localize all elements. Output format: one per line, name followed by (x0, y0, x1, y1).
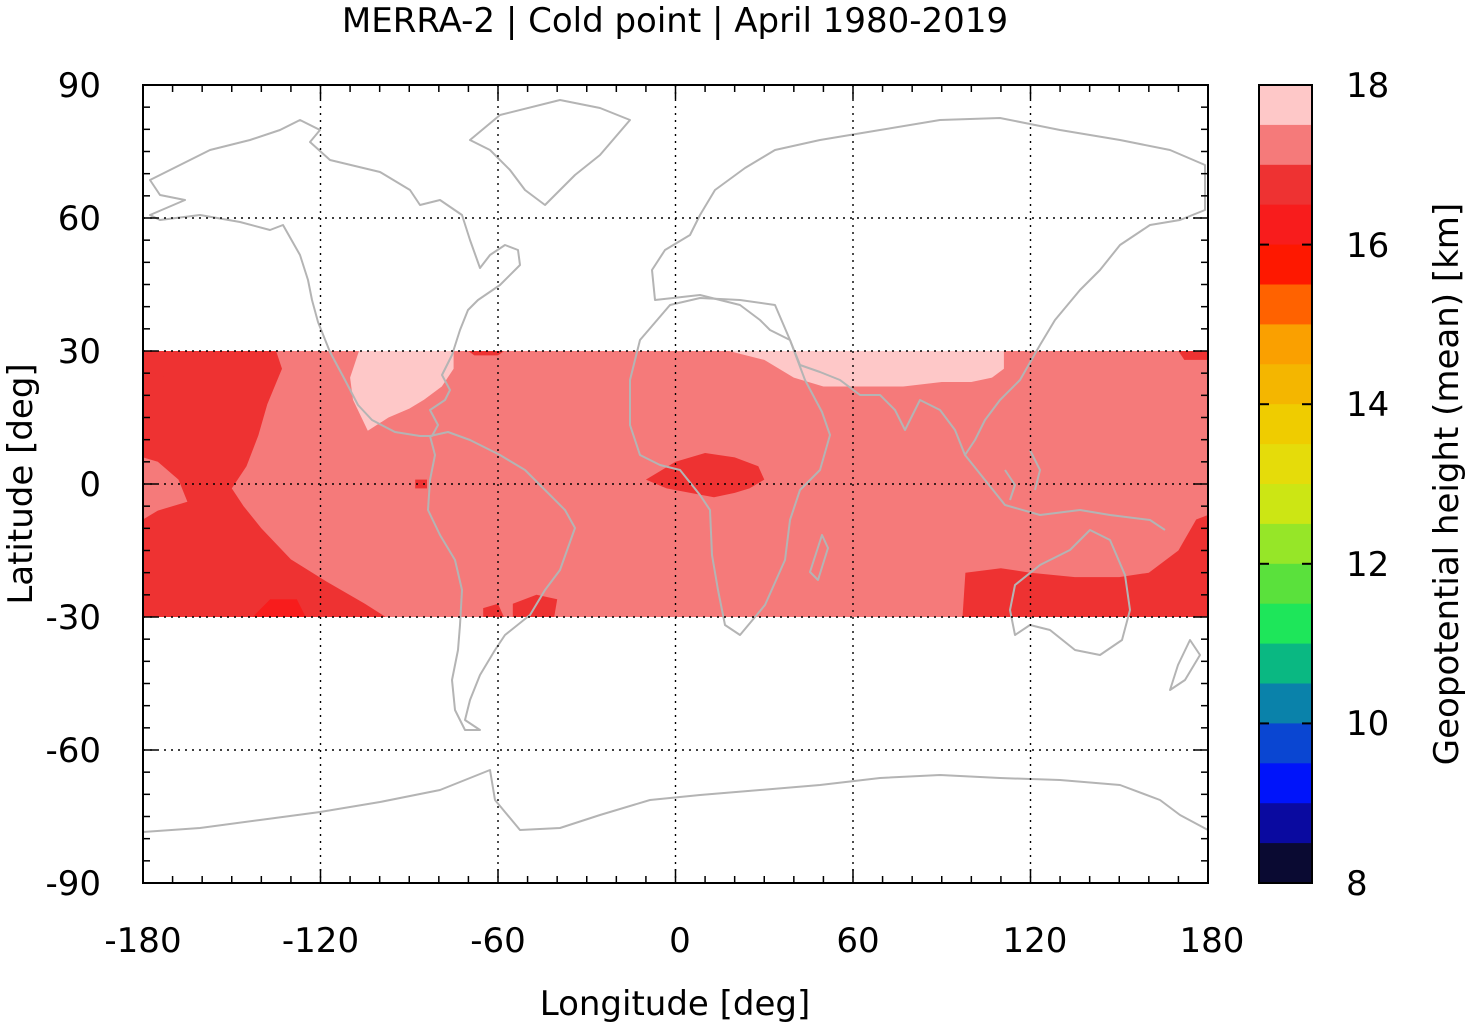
contour-region (143, 368, 167, 418)
contour-region (415, 479, 427, 489)
colorbar-band (1259, 284, 1312, 325)
y-tick-label: -30 (45, 598, 101, 638)
x-tick-label: 60 (836, 921, 879, 961)
x-tick-label: 0 (669, 921, 691, 961)
coastline-antarctica (143, 769, 1208, 833)
x-tick-label: -180 (104, 921, 181, 961)
colorbar-band (1259, 683, 1312, 724)
coastline-australia (1009, 529, 1131, 656)
contour-region (468, 351, 504, 356)
minor-ticks (142, 84, 1209, 884)
x-tick-label: -60 (470, 921, 526, 961)
colorbar-bands (1259, 85, 1312, 884)
x-axis-title: Longitude [deg] (540, 984, 811, 1024)
colorbar-band (1259, 803, 1312, 844)
y-tick-label: -90 (45, 864, 101, 904)
colorbar-band (1259, 124, 1312, 166)
colorbar: 18 16 14 12 10 8 Geopotential height (me… (1258, 66, 1467, 904)
contour-region (483, 603, 504, 617)
colorbar-tick-label: 16 (1346, 226, 1389, 266)
coastline-madagascar (809, 534, 829, 581)
colorbar-band (1259, 723, 1312, 764)
colorbar-tick-label: 14 (1346, 385, 1389, 425)
colorbar-band (1259, 563, 1312, 605)
colorbar-band (1259, 484, 1312, 525)
contour-region (1178, 351, 1208, 360)
coastline-indonesia (964, 449, 1166, 531)
x-tick-label: -120 (282, 921, 359, 961)
coastlines (143, 99, 1208, 833)
contour-region (143, 351, 386, 617)
y-tick-label: 0 (79, 465, 101, 505)
contour-region (350, 351, 454, 431)
coastline-south-america (427, 431, 576, 731)
colorbar-band (1259, 364, 1312, 405)
x-tick-label: 120 (1003, 921, 1068, 961)
colorbar-band (1259, 85, 1312, 126)
colorbar-band (1259, 763, 1312, 804)
y-tick-label: 90 (58, 66, 101, 106)
coastline-africa (629, 297, 831, 636)
colorbar-band (1259, 404, 1312, 445)
colorbar-band (1259, 603, 1312, 645)
colorbar-band (1259, 643, 1312, 684)
colorbar-frame (1258, 84, 1313, 884)
colorbar-tick-label: 18 (1346, 66, 1389, 106)
x-axis: -180 -120 -60 0 60 120 180 Longitude [de… (104, 921, 1244, 1024)
colorbar-band (1259, 523, 1312, 565)
y-tick-label: 60 (58, 199, 101, 239)
colorbar-title: Geopotential height (mean) [km] (1427, 203, 1467, 765)
grid (143, 85, 1208, 883)
colorbar-band (1259, 843, 1312, 884)
colorbar-band (1259, 244, 1312, 285)
y-axis-title: Latitude [deg] (1, 363, 41, 604)
colorbar-band (1259, 204, 1312, 246)
colorbar-tick-label: 12 (1346, 545, 1389, 585)
coastline-new-zealand (1169, 639, 1201, 691)
coastline-greenland (469, 99, 631, 206)
colorbar-tick-label: 10 (1346, 704, 1389, 744)
y-tick-label: -60 (45, 731, 101, 771)
colorbar-band (1259, 444, 1312, 485)
x-tick-label: 180 (1180, 921, 1245, 961)
y-axis: 90 60 30 0 -30 -60 -90 Latitude [deg] (1, 66, 101, 904)
coastline-eurasia (651, 117, 1206, 456)
coastline-north-america (149, 119, 521, 437)
y-tick-label: 30 (58, 332, 101, 372)
colorbar-tick-label: 8 (1346, 864, 1368, 904)
plot-frame (142, 84, 1209, 884)
colorbar-band (1259, 324, 1312, 365)
colorbar-band (1259, 164, 1312, 206)
contour-region (252, 599, 306, 617)
plot-area (142, 84, 1209, 884)
contour-region (962, 515, 1208, 617)
chart-title: MERRA-2 | Cold point | April 1980-2019 (342, 1, 1008, 41)
